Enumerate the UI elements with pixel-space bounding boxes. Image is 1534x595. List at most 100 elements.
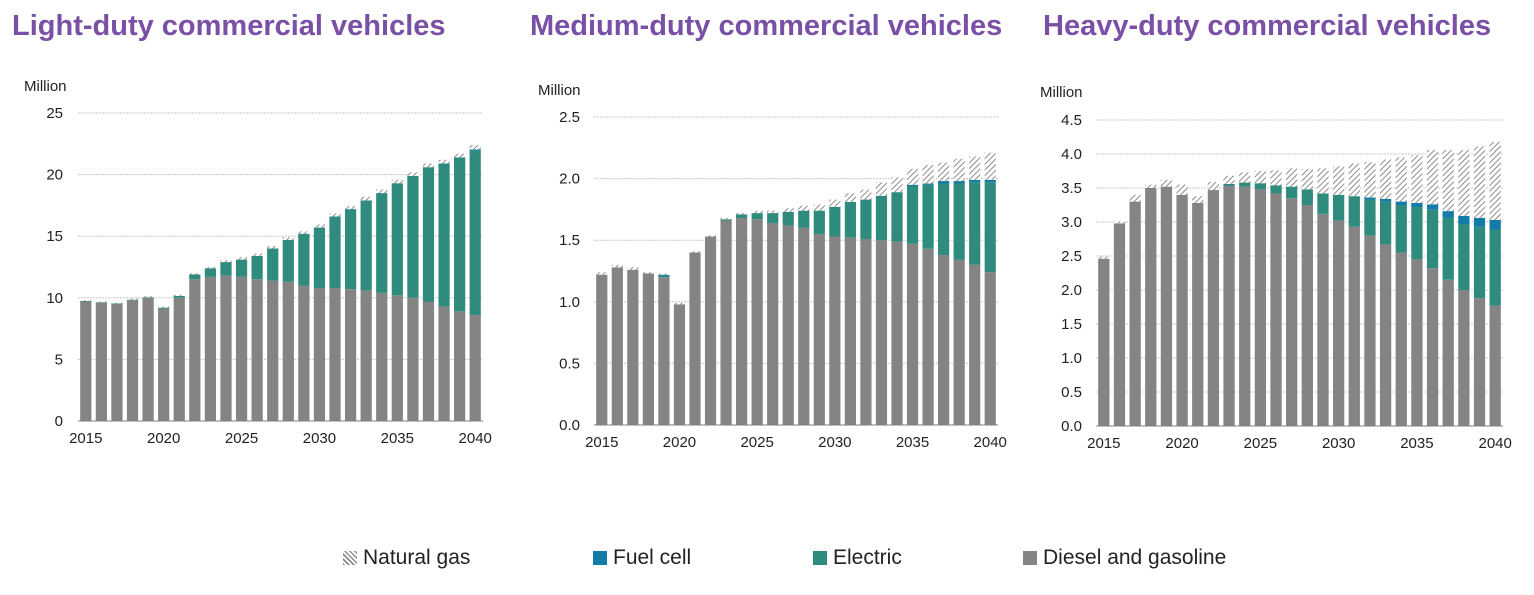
bar-diesel: [736, 218, 748, 425]
bar-diesel: [1113, 223, 1126, 426]
bar-diesel: [1379, 244, 1392, 426]
bar-electric: [267, 248, 279, 281]
y-tick-label: 2.0: [1061, 282, 1082, 299]
bar-electric: [1442, 217, 1454, 280]
bar-diesel: [658, 277, 670, 425]
bar-natural-gas: [1348, 163, 1360, 197]
x-tick-label: 2040: [974, 434, 1007, 451]
bar-natural-gas: [860, 189, 872, 200]
bar-diesel: [829, 236, 841, 425]
bar-diesel: [782, 225, 794, 425]
bar-natural-gas: [111, 302, 123, 304]
x-tick-label: 2040: [1478, 435, 1511, 452]
bar-diesel: [313, 287, 326, 421]
bar-electric: [126, 299, 139, 301]
bar-natural-gas: [689, 251, 701, 253]
bar-diesel: [704, 236, 717, 425]
bar-electric: [204, 268, 217, 277]
bar-diesel: [235, 276, 248, 421]
bar-diesel: [844, 237, 856, 425]
x-tick-label: 2030: [818, 434, 851, 451]
bar-electric: [891, 192, 903, 242]
bar-electric: [454, 157, 466, 312]
legend-label-diesel-gasoline: Diesel and gasoline: [1043, 546, 1227, 569]
bar-diesel: [906, 243, 919, 425]
bar-electric: [251, 255, 263, 280]
bar-electric: [80, 300, 92, 302]
bar-diesel: [891, 241, 903, 425]
x-tick-label: 2025: [1244, 435, 1277, 452]
bar-electric: [360, 200, 372, 291]
bar-fuel-cell: [1442, 211, 1454, 218]
bar-natural-gas: [1145, 184, 1157, 188]
bar-diesel: [1332, 220, 1345, 426]
bar-natural-gas: [1176, 184, 1188, 195]
bar-electric: [1348, 196, 1360, 227]
bar-natural-gas: [1098, 256, 1110, 259]
bar-diesel: [1192, 202, 1204, 426]
bar-electric: [658, 275, 670, 278]
bar-natural-gas: [906, 168, 919, 185]
x-tick-label: 2040: [459, 430, 492, 447]
bar-fuel-cell: [984, 179, 996, 183]
bar-electric: [407, 175, 419, 298]
bar-diesel: [860, 238, 872, 425]
x-tick-label: 2030: [303, 430, 336, 447]
bar-fuel-cell: [953, 181, 965, 184]
bar-natural-gas: [658, 273, 670, 275]
bar-diesel: [158, 308, 170, 421]
bar-natural-gas: [720, 218, 732, 220]
bar-natural-gas: [1192, 196, 1204, 203]
legend-item-diesel-gasoline: Diesel and gasoline: [1023, 546, 1226, 570]
x-tick-label: 2025: [225, 430, 258, 447]
bar-natural-gas: [407, 172, 419, 176]
chart-title-light-duty: Light-duty commercial vehicles: [12, 10, 446, 42]
bar-diesel: [1160, 186, 1173, 426]
bar-electric: [469, 149, 481, 316]
bar-natural-gas: [875, 182, 888, 196]
bar-electric: [438, 163, 450, 307]
bar-electric: [813, 210, 825, 235]
x-tick-label: 2020: [147, 430, 180, 447]
bar-electric: [313, 227, 326, 288]
y-tick-label: 20: [46, 167, 63, 184]
bar-natural-gas: [1113, 221, 1126, 224]
bar-natural-gas: [80, 300, 92, 301]
bar-natural-gas: [1301, 168, 1313, 190]
bar-diesel: [1317, 213, 1329, 426]
bar-natural-gas: [173, 294, 185, 296]
bar-diesel: [173, 297, 185, 421]
bar-natural-gas: [1160, 179, 1173, 187]
bar-diesel: [1411, 259, 1423, 426]
bar-electric: [782, 211, 794, 226]
chart-title-heavy-duty: Heavy-duty commercial vehicles: [1043, 10, 1492, 42]
bar-natural-gas: [984, 152, 996, 180]
bar-diesel: [1270, 193, 1282, 426]
y-tick-label: 10: [46, 290, 63, 307]
bar-diesel: [798, 227, 810, 425]
bar-diesel: [204, 276, 217, 421]
y-tick-label: 15: [46, 228, 63, 245]
bar-natural-gas: [673, 303, 686, 305]
y-tick-label: 3.5: [1061, 180, 1082, 197]
bar-electric: [1254, 183, 1267, 190]
bar-electric: [298, 233, 310, 286]
x-tick-label: 2015: [1087, 435, 1120, 452]
bar-fuel-cell: [1411, 202, 1423, 208]
bar-electric: [1395, 205, 1407, 253]
y-tick-label: 1.5: [559, 232, 580, 249]
bar-diesel: [111, 303, 123, 421]
bar-fuel-cell: [1426, 204, 1439, 210]
legend-label-fuel-cell: Fuel cell: [613, 546, 692, 569]
bar-natural-gas: [220, 260, 232, 263]
bar-electric: [1458, 224, 1470, 290]
bar-natural-gas: [313, 224, 326, 228]
bar-diesel: [938, 254, 950, 425]
bar-diesel: [1395, 252, 1407, 426]
bar-diesel: [251, 279, 263, 421]
medium-duty-chart: 0.0 0.5 1.0 1.5 2.0 2.5 Million 2015 2020 2025 203…: [538, 82, 1007, 451]
y-tick-label: 0.5: [559, 355, 580, 372]
bar-electric: [906, 185, 919, 244]
bar-fuel-cell: [1473, 217, 1486, 227]
bar-electric: [282, 239, 294, 282]
